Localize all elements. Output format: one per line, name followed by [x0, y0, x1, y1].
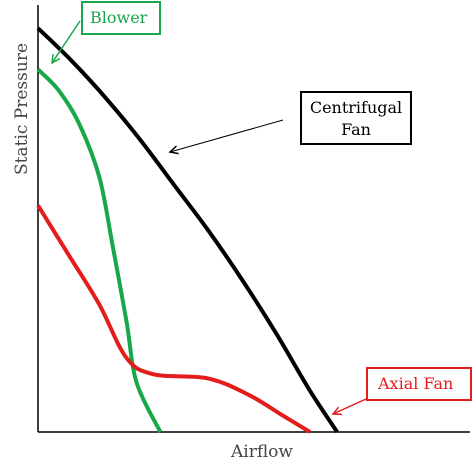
- centrifugal-label-box: [300, 91, 412, 145]
- axial-label-box: [366, 367, 472, 401]
- blower-callout: Blower: [52, 1, 161, 63]
- axial-arrow: [333, 398, 367, 414]
- blower-arrow: [52, 20, 81, 63]
- axial-label: Axial Fan: [377, 374, 453, 393]
- series-line-centrifugal-fan: [36, 26, 339, 434]
- blower-label-box: [81, 1, 161, 35]
- centrifugal-label-line1: Centrifugal: [310, 98, 402, 117]
- series-line-blower: [36, 67, 163, 433]
- centrifugal-label-line2: Fan: [341, 120, 371, 139]
- blower-label: Blower: [90, 8, 148, 27]
- centrifugal-callout: Centrifugal Fan: [170, 91, 412, 152]
- x-axis-label: Airflow: [230, 442, 293, 462]
- axial-callout: Axial Fan: [333, 367, 472, 414]
- series-layer: [36, 26, 339, 434]
- centrifugal-arrow: [170, 119, 284, 152]
- series-line-axial-fan: [36, 204, 312, 434]
- y-axis-label: Static Pressure: [12, 43, 32, 175]
